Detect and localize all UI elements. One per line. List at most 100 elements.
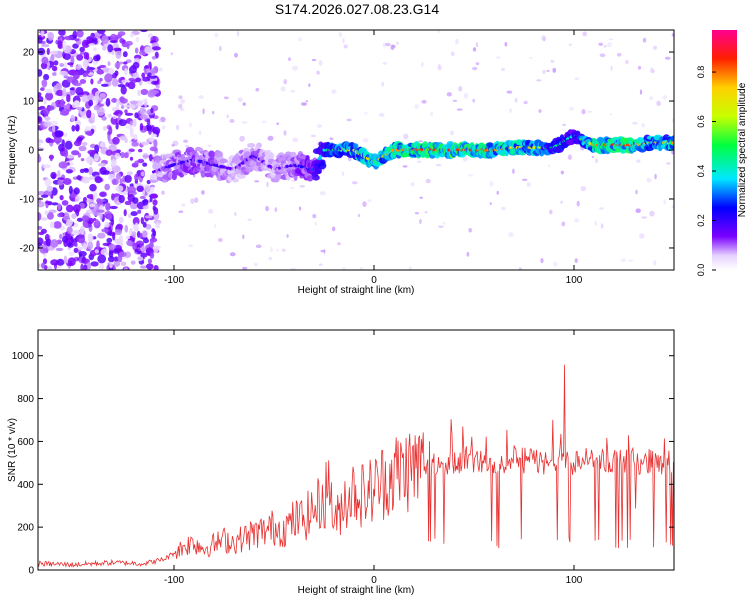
spectrogram-cell — [81, 215, 90, 223]
spectrogram-cell — [104, 183, 110, 191]
spectrogram-cell — [93, 105, 100, 111]
spectrogram-cell — [40, 30, 45, 37]
spectrogram-cell — [568, 106, 575, 111]
snr-x-ticks: -100 0 100 — [164, 330, 583, 586]
spectrogram-cell — [536, 79, 542, 82]
spectrogram-y-ticks: -20 -10 0 10 20 — [20, 48, 674, 254]
spectrogram-cell — [416, 160, 422, 163]
spectrogram-cell — [63, 52, 71, 61]
spectrogram-cell — [286, 234, 289, 238]
spectrogram-cell — [79, 46, 85, 53]
spectrogram-cell — [425, 179, 431, 184]
spectrogram-cell — [63, 133, 68, 137]
spectrogram-cell — [102, 170, 110, 175]
spectrogram-cell — [267, 135, 274, 141]
colorbar-tick-label: 0.2 — [696, 214, 706, 227]
spectrogram-cell — [463, 92, 468, 99]
spectrogram-cell — [86, 109, 92, 119]
spectrogram-cell — [140, 171, 145, 177]
spectrogram-cell — [72, 30, 78, 39]
spectrogram-cell — [214, 223, 217, 229]
spectrogram-cell — [79, 168, 85, 174]
spectrogram-cell — [421, 61, 424, 67]
spectrogram-cell — [639, 89, 643, 95]
spectrogram-cell — [124, 112, 134, 116]
spectrogram-cell — [171, 143, 175, 147]
spectrogram-cell — [152, 245, 159, 254]
spectrogram-cell — [670, 135, 674, 143]
spectrogram-cell — [99, 93, 106, 99]
spectrogram-cell — [94, 144, 100, 154]
spectrogram-cell — [671, 204, 674, 209]
spectrogram-cell — [636, 159, 641, 163]
spectrogram-cell — [132, 197, 139, 204]
spectrogram-cell — [139, 195, 146, 200]
spectrogram-cell — [342, 267, 346, 270]
spectrogram-cell — [49, 139, 55, 144]
colorbar: 0.0 0.2 0.4 0.6 0.8 Normalized spectral ampl… — [696, 30, 748, 276]
spectrogram-cell — [357, 213, 360, 218]
spectrogram-cell — [67, 62, 74, 66]
spectrogram-cell — [85, 156, 94, 164]
spectrogram-cell — [299, 184, 306, 188]
spectrogram-cell — [562, 123, 566, 127]
spectrogram-cell — [62, 40, 67, 50]
spectrogram-cell — [635, 189, 638, 195]
spectrogram-cell — [107, 113, 112, 118]
spectrogram-cell — [107, 44, 114, 53]
spectrogram-cell — [53, 221, 62, 229]
spectrogram-cell — [292, 65, 298, 71]
spectrogram-cell — [396, 41, 399, 45]
spectrogram-cell — [153, 139, 158, 148]
spectrogram-cell — [137, 89, 142, 96]
spectrogram-cell — [49, 221, 55, 229]
spectrogram-cell — [148, 136, 155, 143]
spectrogram-cell — [63, 178, 72, 185]
spectrogram-cell — [142, 98, 147, 104]
spectrogram-cell — [91, 112, 96, 122]
spectrogram-cell — [254, 180, 260, 183]
spectrogram-cell — [414, 212, 419, 215]
spectrogram-cell — [120, 98, 128, 104]
spectrogram-cell — [367, 199, 372, 203]
spectrogram-cell — [46, 48, 50, 55]
spectrogram-cell — [129, 120, 133, 127]
spectrogram-cell — [329, 137, 334, 140]
spectrogram-cell — [104, 73, 113, 83]
spectrogram-cell — [540, 258, 544, 264]
spectrogram-cell — [81, 176, 90, 184]
spectrogram-cell — [89, 203, 96, 208]
spectrogram-cell — [86, 93, 95, 102]
spectrogram-cell — [125, 235, 131, 240]
spectrogram-cell — [262, 120, 267, 123]
spectrogram-cell — [82, 141, 88, 147]
spectrogram-cell — [318, 60, 323, 66]
spectrogram-cell — [468, 227, 472, 233]
spectrogram-cell — [124, 109, 128, 114]
spectrogram-cell — [125, 82, 130, 87]
spectrogram-cell — [56, 89, 64, 97]
spectrogram-cell — [305, 155, 310, 161]
spectrogram-cell — [542, 69, 546, 75]
spectrogram-cell — [283, 79, 288, 85]
spectrogram-cell — [118, 234, 123, 243]
spectrogram-cell — [73, 82, 82, 87]
spectrogram-cell — [50, 259, 59, 266]
spectrogram-cell — [59, 110, 69, 116]
colorbar-label: Normalized spectral amplitude — [737, 82, 748, 217]
spectrogram-cell — [65, 169, 73, 174]
spectrogram-x-ticks: -100 0 100 — [164, 30, 583, 286]
spectrogram-cell — [117, 84, 126, 88]
spectrogram-cell — [188, 244, 194, 248]
spectrogram-cell — [323, 248, 326, 255]
spectrogram-cell — [96, 69, 105, 75]
y-tick-label: 400 — [17, 480, 34, 491]
spectrogram-cell — [88, 99, 94, 107]
spectrogram-cell — [73, 187, 80, 195]
spectrogram-cell — [178, 95, 183, 99]
colorbar-ticks: 0.0 0.2 0.4 0.6 0.8 — [696, 66, 716, 276]
spectrogram-cell — [219, 158, 228, 164]
spectrogram-cell — [467, 174, 474, 177]
spectrogram-cell — [63, 61, 68, 70]
spectrogram-cell — [147, 72, 152, 77]
